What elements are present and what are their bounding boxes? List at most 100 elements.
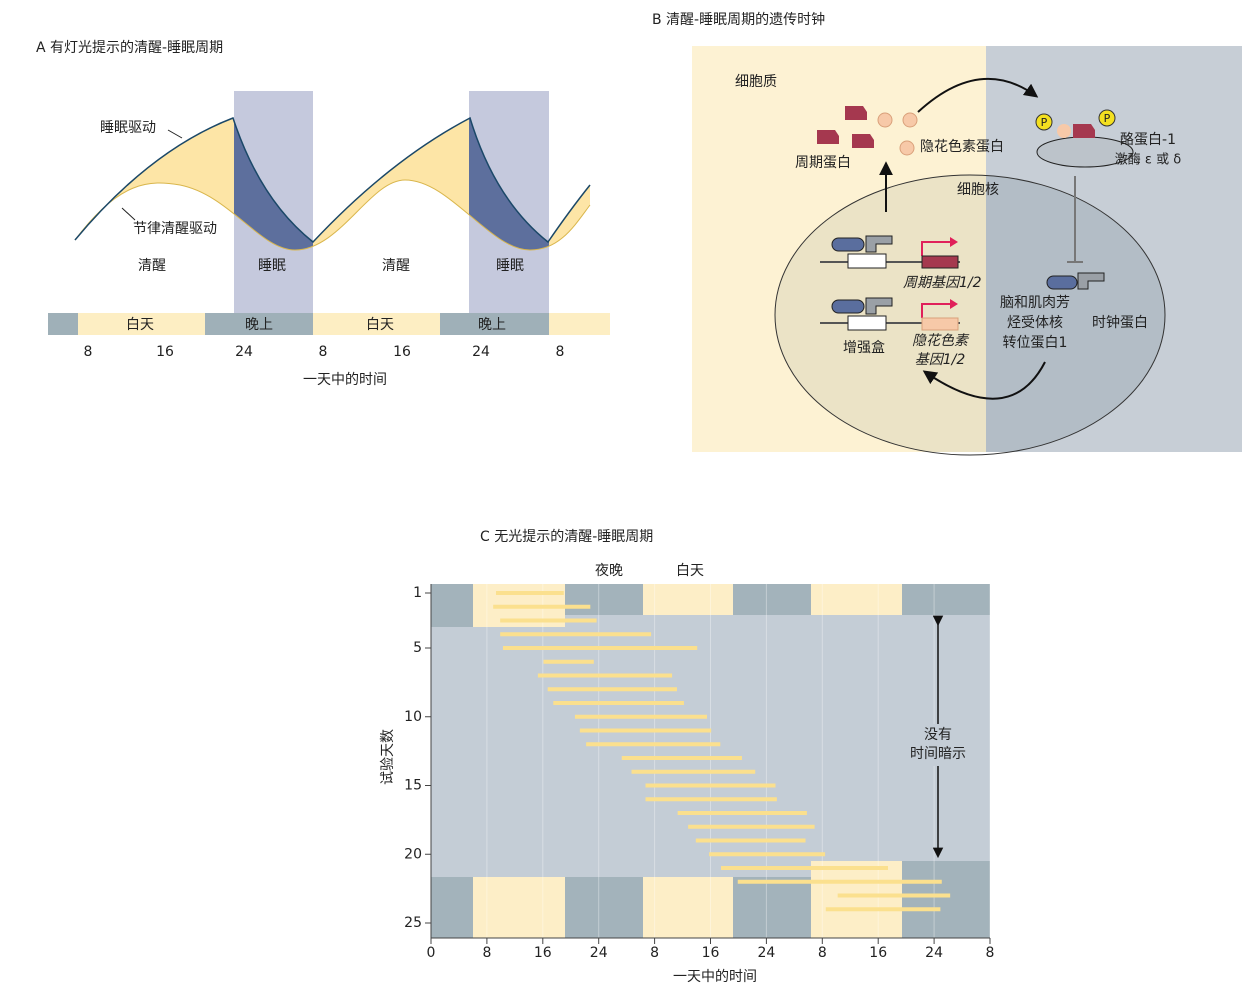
activity-bar [547,687,677,692]
title: B 清醒-睡眠周期的遗传时钟 [652,11,825,28]
activity-bar [695,838,806,843]
night-band [902,584,990,615]
label: 激酶 ε 或 δ [1115,152,1181,168]
leader [167,129,183,139]
label: 睡眠 [258,258,286,274]
label: 基因1/2 [915,352,966,368]
activity-bar [621,756,742,760]
night-band [902,861,990,938]
label: 细胞质 [735,74,777,90]
phospho-label: P [1104,112,1111,125]
label: 睡眠 [496,258,524,274]
activity-bar [720,866,888,870]
x-tick-label: 0 [427,945,436,961]
day-bar [549,313,610,335]
activity-bar [502,646,698,650]
leader [121,207,136,221]
top-label: 白天 [676,563,704,579]
day-band [643,877,733,938]
y-tick-label: 5 [413,640,422,656]
x-tick-label: 8 [986,945,995,961]
annotation: 没有 [924,727,952,743]
label: 细胞核 [957,182,999,198]
panel-b: B 清醒-睡眠周期的遗传时钟 细胞质 细胞核 隐花色素蛋白 周期蛋白 P P 酪… [652,11,1242,456]
y-tick-label: 1 [413,585,422,601]
sleep-curve [74,116,591,244]
y-tick-label: 20 [404,846,422,862]
label: 隐花色素 [912,333,970,349]
night-bar [48,313,78,335]
drive-area [60,80,600,320]
day-band [473,877,565,938]
night-band [565,584,643,615]
per-protein [1073,124,1095,138]
clock-protein [1046,275,1078,290]
activity-bar [553,701,684,705]
title: C 无光提示的清醒-睡眠周期 [480,529,653,545]
activity-bar [579,728,712,733]
per-proteins [817,106,874,148]
x-tick-label: 8 [818,945,827,961]
tick-label: 16 [156,344,174,360]
label: 清醒 [138,258,166,274]
tick-label: 8 [84,344,93,360]
tick-label: 8 [556,344,565,360]
label: 周期蛋白 [795,155,851,171]
day-bar [313,313,440,335]
band-label: 晚上 [478,317,506,333]
tick-label: 24 [472,344,490,360]
tick-label: 8 [319,344,328,360]
activity-bar [737,879,942,884]
y-tick-label: 25 [404,915,422,931]
night-bar [205,313,313,335]
tick-label: 24 [235,344,253,360]
x-tick-label: 24 [590,945,608,961]
activity-bar [500,618,597,623]
night-band [733,584,811,615]
activity-bar [688,824,815,829]
bmal-protein [1077,272,1105,290]
panel-c: C 无光提示的清醒-睡眠周期 夜晚 白天 没有 时间暗示 一天中的时间 试验天数… [380,529,994,984]
title: A 有灯光提示的清醒-睡眠周期 [36,40,223,56]
annotation: 时间暗示 [910,746,966,762]
label: 周期基因1/2 [903,275,982,291]
axis-label: 试验天数 [380,729,396,785]
label: 睡眠驱动 [100,120,156,136]
top-label: 夜晚 [595,563,623,579]
night-bar [440,313,549,335]
band-label: 白天 [126,317,154,333]
tick-label: 16 [393,344,411,360]
label: 转位蛋白1 [1003,335,1068,351]
x-tick-label: 8 [650,945,659,961]
label: 时钟蛋白 [1092,314,1148,331]
axis-label: 一天中的时间 [303,372,387,388]
label: 烃受体核 [1007,315,1063,331]
x-tick-label: 16 [702,945,720,961]
phospho-label: P [1041,116,1048,129]
cry-proteins [877,112,918,156]
label: 隐花色素蛋白 [920,138,1004,155]
wake-curve [74,179,591,251]
axis-label: 一天中的时间 [673,969,757,984]
day-bar [78,313,205,335]
activity-bar [645,783,776,788]
night-band [431,877,473,938]
phospho [1035,113,1053,131]
x-tick-label: 16 [534,945,552,961]
x-tick-label: 8 [482,945,491,961]
gene-per [820,235,960,269]
activity-bar [493,604,591,609]
activity-bar [837,893,951,898]
band-label: 白天 [366,317,394,333]
panel-a: A 有灯光提示的清醒-睡眠周期 睡眠驱动 节律清醒驱动 清醒 睡眠 清醒 睡眠 … [36,40,610,388]
activity-bar [645,797,777,802]
arrow [917,77,1039,113]
nucleus-outline [774,174,1166,456]
phospho [1098,109,1116,127]
activity-bar [537,673,673,678]
night-band [733,877,811,938]
gene-cry [820,297,960,331]
night-band [565,877,643,938]
label: 脑和肌肉芳 [1000,294,1070,311]
activity-bar [574,714,708,719]
